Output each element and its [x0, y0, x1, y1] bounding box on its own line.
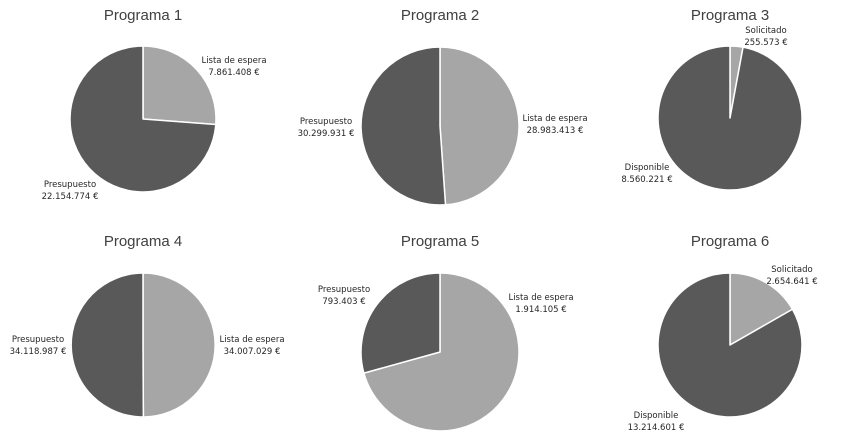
pie-chart-programa-3: Programa 3 Solicitado 255.573 € Disponib…	[621, 7, 803, 191]
slice-label-value: 13.214.601 €	[628, 423, 685, 433]
pie-slice-solicitado	[729, 272, 794, 346]
slice-label-name: Presupuesto	[44, 180, 96, 190]
slice-label-value: 255.573 €	[744, 38, 787, 48]
slice-label-value: 793.403 €	[322, 297, 365, 307]
slice-label-value: 34.118.987 €	[10, 347, 67, 357]
pie-slice-disponible	[657, 272, 803, 418]
slice-label-value: 30.299.931 €	[298, 129, 355, 139]
slice-label-name: Lista de espera	[522, 114, 587, 124]
pie-chart-programa-1: Programa 1 Lista de espera 7.861.408 € P…	[42, 7, 267, 202]
pie-slice-lista-de-espera	[142, 45, 217, 126]
slice-label-name: Presupuesto	[12, 335, 64, 345]
slice-label-name: Solicitado	[745, 26, 787, 36]
pie-slice-presupuesto	[69, 45, 217, 193]
slice-label-name: Lista de espera	[201, 56, 266, 66]
slice-label-name: Lista de espera	[508, 293, 573, 303]
pie-slice-presupuesto	[70, 272, 145, 418]
pie-slice-presupuesto	[360, 272, 441, 374]
pie-chart-programa-6: Programa 6 Solicitado 2.654.641 € Dispon…	[628, 233, 818, 433]
slice-label-value: 2.654.641 €	[766, 277, 817, 287]
chart-title: Programa 5	[401, 233, 479, 250]
slice-label-value: 28.983.413 €	[527, 126, 584, 136]
slice-label-name: Presupuesto	[300, 117, 352, 127]
pie-slice-lista-de-espera	[439, 46, 520, 206]
slice-label-name: Disponible	[634, 411, 679, 421]
pie-slice-presupuesto	[360, 46, 447, 206]
chart-title: Programa 4	[104, 233, 182, 250]
slice-label-value: 8.560.221 €	[621, 175, 672, 185]
chart-title: Programa 3	[691, 7, 769, 24]
slice-label-name: Presupuesto	[318, 285, 370, 295]
chart-title: Programa 6	[691, 233, 769, 250]
slice-label-value: 7.861.408 €	[208, 68, 259, 78]
slice-label-value: 22.154.774 €	[42, 192, 99, 202]
slice-label-value: 34.007.029 €	[224, 347, 281, 357]
pie-chart-programa-2: Programa 2 Lista de espera 28.983.413 € …	[298, 7, 588, 206]
slice-label-value: 1.914.105 €	[515, 305, 566, 315]
pie-chart-programa-5: Programa 5 Lista de espera 1.914.105 € P…	[318, 233, 574, 432]
pie-chart-programa-4: Programa 4 Lista de espera 34.007.029 € …	[10, 233, 285, 418]
slice-label-name: Disponible	[625, 163, 670, 173]
slice-label-name: Lista de espera	[219, 335, 284, 345]
chart-title: Programa 1	[104, 7, 182, 24]
slice-label-name: Solicitado	[771, 265, 813, 275]
pie-slice-disponible	[657, 45, 803, 191]
pie-slice-lista-de-espera	[142, 272, 216, 418]
chart-title: Programa 2	[401, 7, 479, 24]
pie-slice-lista-de-espera	[363, 272, 520, 432]
